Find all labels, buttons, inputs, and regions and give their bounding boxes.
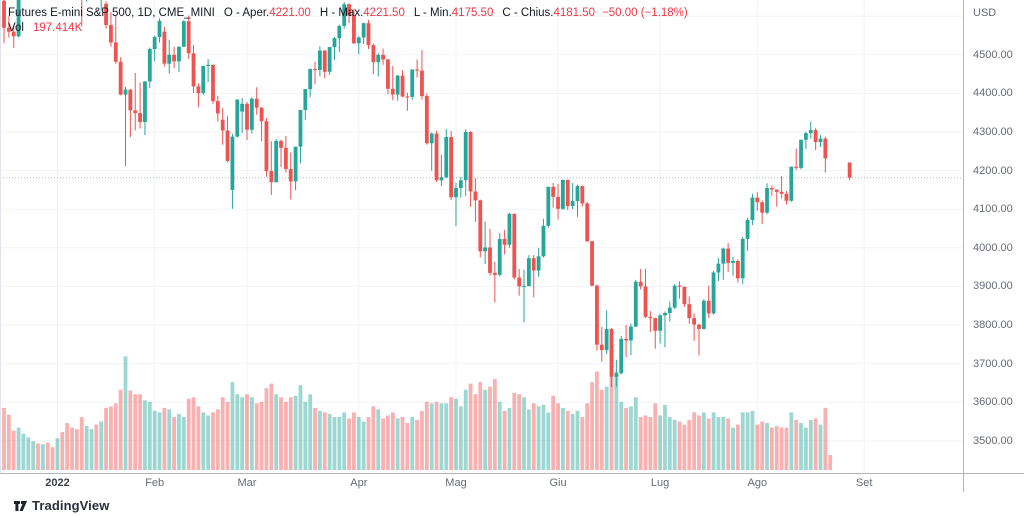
price-tick-label: 4200.00 [973, 164, 1013, 177]
time-tick-label: Ago [747, 477, 768, 489]
price-tick-label: 4300.00 [973, 126, 1013, 138]
time-tick-label: Apr [350, 477, 368, 489]
time-tick-label: Mag [445, 477, 467, 489]
tradingview-logo-text: TradingView [32, 497, 110, 513]
volume-label[interactable]: Vol [8, 22, 24, 34]
legend-row-main: Futures E-mini S&P 500, 1D, CME_MINI O - … [8, 6, 688, 21]
price-tick-label: 4500.00 [973, 48, 1013, 61]
legend-row-volume: Vol 197.414K [8, 21, 688, 36]
ohlc-pair: L - Min.4175.50 [413, 7, 494, 19]
volume-value: 197.414K [33, 22, 83, 34]
tradingview-attribution[interactable]: TradingView [13, 496, 109, 514]
chart-legend: Futures E-mini S&P 500, 1D, CME_MINI O - … [8, 6, 688, 36]
volume-layer [2, 356, 833, 470]
currency-label: USD [973, 7, 997, 19]
ohlc-pair: C - Chius.4181.50 [502, 7, 596, 19]
tradingview-logo-icon [14, 500, 27, 511]
price-tick-label: 3600.00 [973, 396, 1013, 409]
price-tick-label: 3900.00 [973, 280, 1013, 293]
ohlc-values: O - Aper.4221.00 H - Max.4221.50 L - Min.4… [215, 7, 595, 19]
price-tick-label: 3800.00 [973, 319, 1013, 331]
time-tick-label: 2022 [45, 477, 70, 489]
price-tick-label: 3700.00 [973, 357, 1013, 370]
price-axis[interactable]: USD 4500.00 4400.00 4300.00 4200.00 4100.00 4… [963, 0, 1024, 473]
time-tick-label: Mar [237, 477, 257, 489]
ohlc-pair: H - Max.4221.50 [319, 7, 405, 19]
time-tick-label: Lug [650, 477, 670, 489]
time-tick-label: Giu [549, 477, 567, 489]
ohlc-pair: O - Aper.4221.00 [223, 7, 311, 19]
time-axis[interactable]: 2022 Feb Mar Apr Mag Giu Lug Ago Set [0, 474, 1024, 494]
price-tick-label: 3500.00 [973, 434, 1013, 447]
price-tick-label: 4000.00 [973, 241, 1013, 254]
change-value: −50.00 (−1.18%) [602, 7, 688, 19]
price-tick-label: 4400.00 [973, 87, 1013, 100]
time-tick-label: Feb [145, 477, 165, 489]
symbol-title[interactable]: Futures E-mini S&P 500, 1D, CME_MINI [8, 7, 215, 19]
time-tick-label: Set [855, 477, 873, 489]
candles-layer [2, 0, 852, 388]
price-tick-label: 4100.00 [973, 203, 1013, 216]
